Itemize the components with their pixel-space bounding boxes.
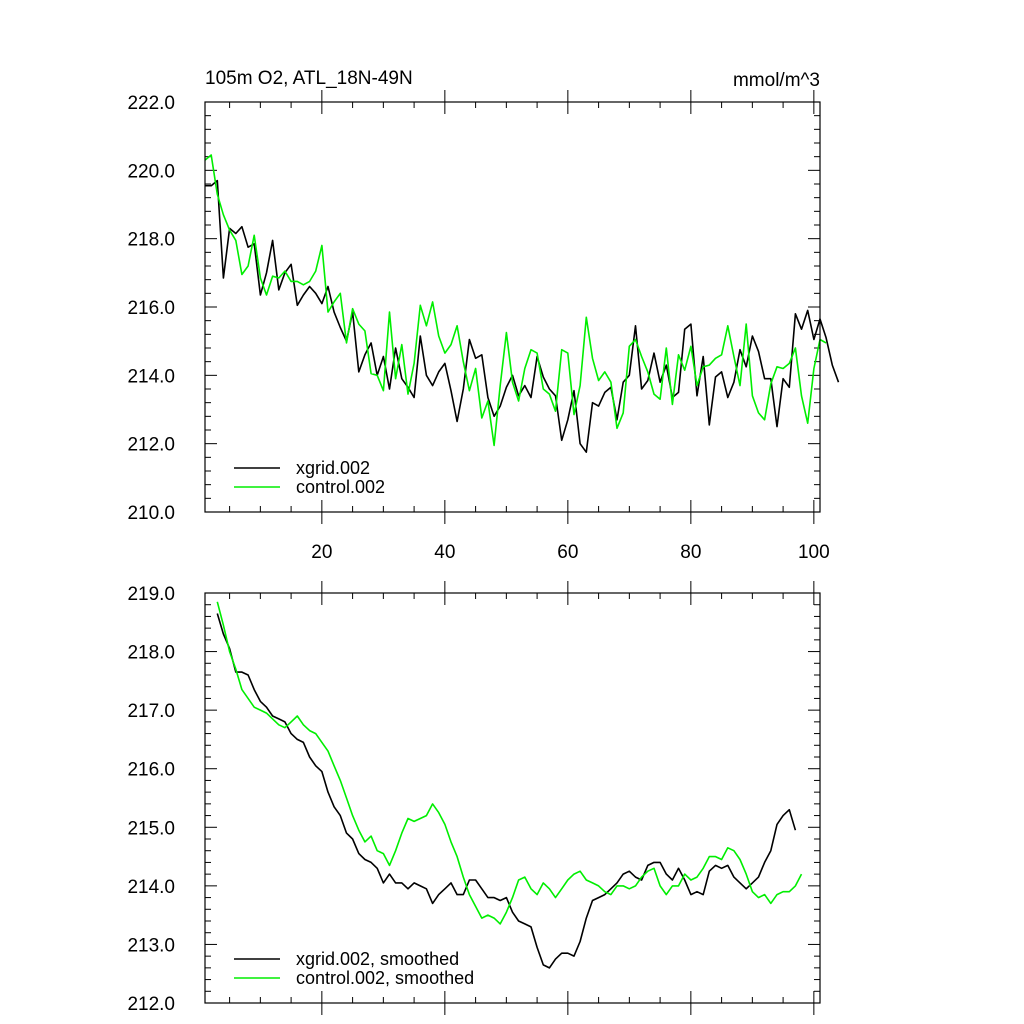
legend-label: control.002 bbox=[296, 477, 385, 497]
legend-label: xgrid.002 bbox=[296, 458, 370, 478]
y-tick-label: 214.0 bbox=[127, 877, 175, 898]
bottom-plot-frame bbox=[204, 592, 821, 1004]
bottom-series-lines bbox=[216, 601, 803, 969]
chart-title: 105m O2, ATL_18N-49N bbox=[205, 68, 413, 89]
legend-label: control.002, smoothed bbox=[296, 968, 474, 988]
top-plot-frame bbox=[204, 101, 821, 513]
y-tick-label: 215.0 bbox=[127, 818, 175, 839]
series-line-xgrid bbox=[216, 613, 797, 969]
y-tick-label: 216.0 bbox=[127, 760, 175, 781]
series-line-control bbox=[216, 601, 803, 925]
x-tick-label: 20 bbox=[311, 542, 332, 563]
y-tick-label: 212.0 bbox=[127, 994, 175, 1015]
y-tick-label: 218.0 bbox=[127, 230, 175, 251]
y-tick-label: 210.0 bbox=[127, 503, 175, 524]
x-tick-label: 40 bbox=[434, 542, 455, 563]
x-tick-label: 60 bbox=[557, 542, 578, 563]
bottom-panel: 212.0 213.0 214.0 215.0 216.0 217.0 218.0 219.0… bbox=[127, 581, 821, 1015]
x-tick-label: 80 bbox=[680, 542, 701, 563]
series-line-xgrid bbox=[205, 179, 840, 454]
top-ticks: 210.0 212.0 214.0 216.0 218.0 220.0 222.0 20 40 6… bbox=[127, 90, 830, 563]
y-tick-label: 216.0 bbox=[127, 298, 175, 319]
top-series-lines bbox=[204, 154, 840, 454]
y-tick-label: 212.0 bbox=[127, 435, 175, 456]
y-tick-label: 218.0 bbox=[127, 643, 175, 664]
y-tick-label: 220.0 bbox=[127, 161, 175, 182]
y-tick-label: 214.0 bbox=[127, 366, 175, 387]
y-tick-label: 217.0 bbox=[127, 701, 175, 722]
y-tick-label: 213.0 bbox=[127, 935, 175, 956]
bottom-ticks: 212.0 213.0 214.0 215.0 216.0 217.0 218.0 219.0 bbox=[127, 581, 820, 1015]
top-panel: 105m O2, ATL_18N-49N mmol/m^3 210.0 212.0… bbox=[127, 68, 840, 563]
y-tick-label: 222.0 bbox=[127, 93, 175, 114]
units-label: mmol/m^3 bbox=[733, 70, 820, 91]
x-tick-label: 100 bbox=[798, 542, 830, 563]
legend-label: xgrid.002, smoothed bbox=[296, 949, 459, 969]
y-tick-label: 219.0 bbox=[127, 584, 175, 605]
series-line-control bbox=[204, 154, 827, 447]
